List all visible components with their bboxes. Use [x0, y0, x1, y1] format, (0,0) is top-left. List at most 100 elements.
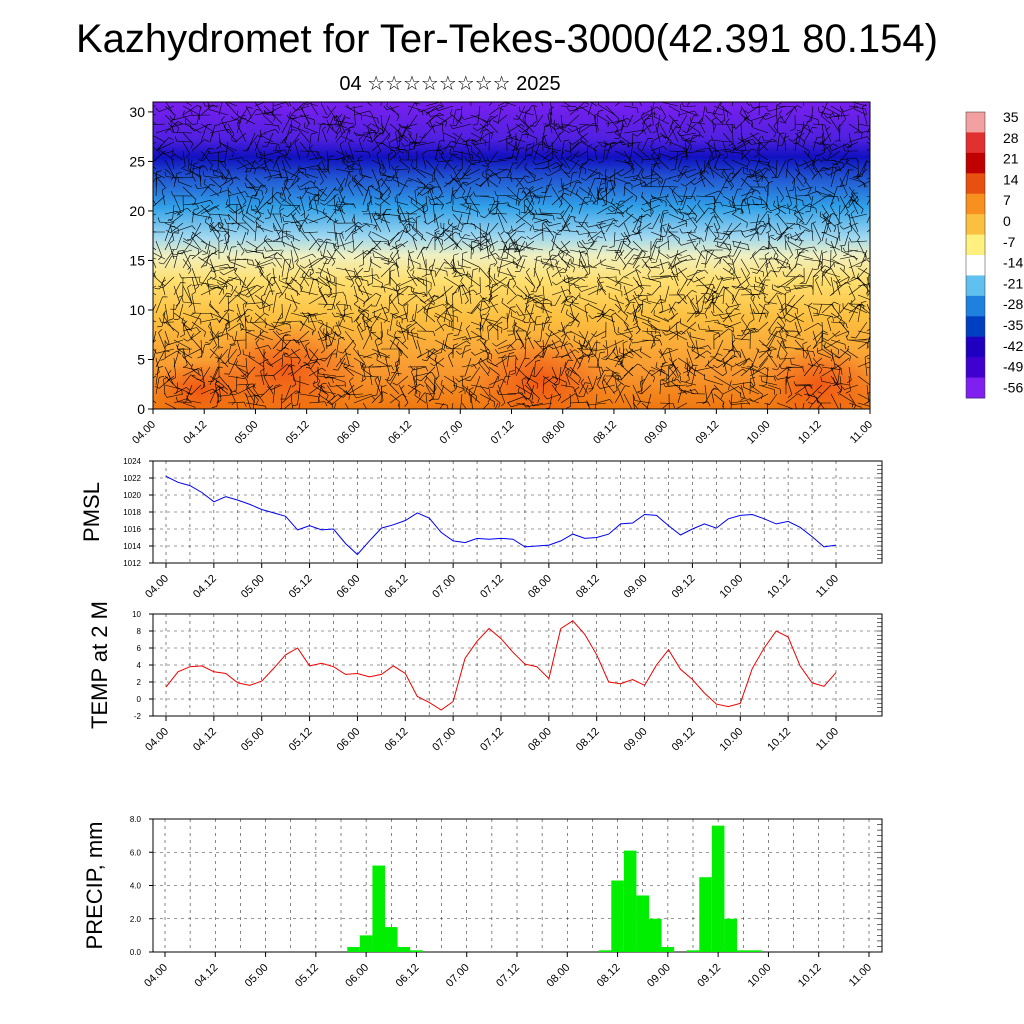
x-tick-label: 08.12 — [595, 962, 623, 990]
y-tick-label: 1014 — [123, 542, 141, 551]
colorbar-segment — [966, 214, 985, 236]
x-tick-label: 09.12 — [695, 962, 723, 990]
x-tick-label: 05.12 — [287, 726, 315, 754]
precip-bar — [623, 850, 637, 952]
wind-barbs — [153, 102, 870, 409]
chart-subtitle: 04 ☆☆☆☆☆☆☆☆ 2025 — [339, 73, 561, 95]
y-axis-label: PRECIP, mm — [82, 822, 107, 950]
x-tick-label: 05.12 — [284, 419, 312, 447]
warm-core — [153, 360, 250, 409]
y-axis-label: PMSL — [79, 482, 104, 542]
x-tick-label: 08.00 — [540, 419, 568, 447]
colorbar-label: -14 — [1003, 255, 1023, 271]
precip-bar — [385, 927, 398, 952]
y-tick-label: 1016 — [123, 525, 141, 534]
x-tick-label: 06.00 — [335, 419, 363, 447]
x-tick-label: 07.00 — [430, 573, 458, 601]
x-tick-label: 10.12 — [765, 573, 793, 601]
x-tick-label: 06.00 — [335, 573, 363, 601]
precip-bar — [686, 950, 700, 952]
x-tick-label: 07.12 — [478, 726, 506, 754]
x-tick-label: 08.12 — [574, 726, 602, 754]
colorbar-segment — [966, 357, 985, 379]
x-tick-label: 10.12 — [796, 419, 824, 447]
x-tick-label: 10.00 — [717, 573, 745, 601]
x-tick-label: 07.00 — [430, 726, 458, 754]
precip-bar — [611, 880, 624, 952]
x-tick-label: 08.12 — [574, 573, 602, 601]
cross-section-panel: 0 5 10 15 20 25 30 04.00 04.12 05.00 05.12 06.00 06.… — [129, 101, 875, 447]
x-tick-label: 06.12 — [382, 573, 410, 601]
x-tick-label: 07.12 — [494, 962, 522, 990]
series-line — [165, 475, 837, 556]
x-tick-label: 04.00 — [143, 573, 171, 601]
y-tick-label: 2.0 — [130, 915, 142, 924]
colorbar-label: 14 — [1003, 171, 1019, 187]
colorbar-label: -49 — [1003, 359, 1023, 375]
x-tick-label: 09.00 — [642, 419, 670, 447]
y-tick-label: 20 — [129, 203, 145, 219]
x-tick-label: 04.12 — [181, 419, 209, 447]
precip-bar — [661, 947, 675, 952]
precip-bar — [598, 950, 612, 952]
colorbar-label: -7 — [1003, 234, 1016, 250]
x-tick-label: 09.12 — [670, 726, 698, 754]
colorbar-segment — [966, 377, 985, 399]
precip-bar — [749, 950, 763, 952]
x-tick-label: 10.00 — [717, 726, 745, 754]
y-tick-label: 10 — [129, 302, 145, 318]
y-tick-label: 15 — [129, 252, 145, 268]
precip-bar — [410, 950, 423, 952]
x-tick-label: 08.00 — [544, 962, 572, 990]
y-tick-label: 4 — [137, 661, 142, 670]
x-tick-label: 04.12 — [191, 573, 219, 601]
y-tick-label: 1018 — [123, 508, 141, 517]
series-line — [165, 620, 837, 711]
y-tick-label: 0.0 — [130, 948, 142, 957]
colorbar-label: -56 — [1003, 379, 1023, 395]
colorbar-label: 7 — [1003, 192, 1011, 208]
pmsl-panel: 1012 1014 1016 1018 1020 1022 1024 04.00 04.12 05… — [79, 457, 883, 601]
colorbar-segment — [966, 255, 985, 276]
precip-bar — [636, 895, 649, 952]
colorbar-segment — [966, 173, 985, 195]
warm-core — [470, 335, 610, 409]
x-tick-label: 06.00 — [343, 962, 371, 990]
colorbar-label: -35 — [1003, 317, 1023, 333]
colorbar-label: 28 — [1003, 130, 1019, 146]
chart-title: Kazhydromet for Ter-Tekes-3000(42.391 80… — [76, 17, 938, 61]
x-tick-label: 08.00 — [526, 573, 554, 601]
colorbar-segment — [966, 152, 985, 174]
x-tick-label: 05.12 — [293, 962, 321, 990]
x-tick-label: 07.00 — [444, 962, 472, 990]
x-tick-label: 10.00 — [746, 962, 774, 990]
colorbar-label: -21 — [1003, 275, 1023, 291]
precip-bar — [699, 877, 712, 952]
x-tick-label: 10.12 — [765, 726, 793, 754]
y-tick-label: 1020 — [123, 491, 141, 500]
x-tick-label: 09.00 — [645, 962, 673, 990]
x-tick-label: 04.00 — [130, 419, 158, 447]
x-tick-label: 09.12 — [670, 573, 698, 601]
x-tick-label: 07.12 — [489, 419, 517, 447]
y-tick-label: 6.0 — [130, 848, 142, 857]
x-tick-label: 08.12 — [591, 419, 619, 447]
colorbar-segment — [966, 132, 985, 154]
x-tick-label: 09.00 — [622, 726, 650, 754]
precip-bar — [649, 918, 662, 952]
x-tick-label: 11.00 — [847, 962, 874, 989]
y-tick-label: -2 — [134, 712, 142, 721]
x-tick-label: 06.12 — [394, 962, 422, 990]
y-tick-label: 8 — [137, 627, 142, 636]
y-tick-label: 1022 — [123, 474, 141, 483]
precip-panel: 0.0 2.0 4.0 6.0 8.0 04.00 04.12 05.00 05.12 06.00… — [82, 815, 883, 990]
colorbar-label: -42 — [1003, 338, 1023, 354]
precip-bar — [737, 950, 750, 952]
x-tick-label: 04.12 — [192, 962, 220, 990]
precip-bar — [359, 935, 373, 952]
x-tick-label: 06.12 — [382, 726, 410, 754]
x-tick-label: 11.00 — [848, 419, 875, 446]
y-tick-label: 0 — [137, 401, 145, 417]
x-tick-label: 10.00 — [745, 419, 773, 447]
colorbar-frame — [965, 111, 986, 399]
